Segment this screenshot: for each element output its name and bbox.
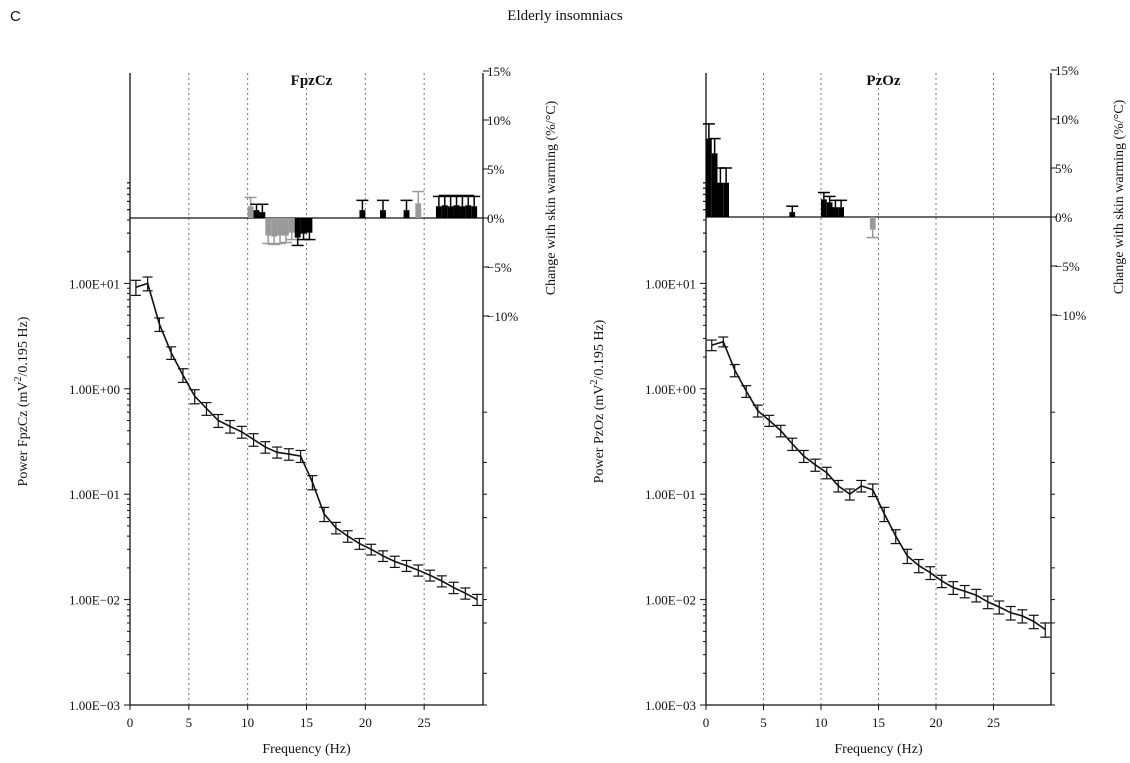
panel-title: PzOz: [866, 73, 900, 89]
change-bar: [832, 207, 839, 217]
change-bar: [259, 212, 266, 218]
x-tick-label: 20: [930, 715, 943, 730]
change-bar: [300, 218, 307, 234]
change-bar: [294, 218, 301, 238]
change-bar: [453, 205, 460, 218]
change-bar: [717, 182, 724, 217]
y-tick-label: 1.00E−01: [69, 487, 120, 502]
right-y-tick-label: 0%: [487, 211, 505, 226]
x-tick-label: 25: [987, 715, 1000, 730]
y-tick-label: 1.00E+01: [69, 276, 120, 291]
x-tick-label: 0: [127, 715, 134, 730]
change-bar: [826, 202, 833, 217]
change-bar: [789, 212, 796, 217]
x-tick-label: 10: [241, 715, 254, 730]
right-y-tick-label: 10%: [487, 113, 511, 128]
x-axis-label: Frequency (Hz): [262, 742, 351, 757]
power-spectrum-line: [711, 340, 1046, 631]
change-bar: [838, 207, 844, 217]
change-bar: [277, 218, 283, 236]
right-y-tick-label: −5%: [487, 260, 512, 275]
change-bar: [247, 206, 254, 218]
change-bar: [415, 203, 422, 218]
change-bar: [380, 210, 386, 218]
change-bar: [723, 182, 729, 217]
power-spectrum-line: [135, 282, 478, 601]
panel-letter: C: [10, 8, 21, 25]
figure-title: Elderly insomniacs: [507, 8, 623, 24]
y-tick-label: 1.00E+00: [645, 382, 696, 397]
right-y-tick-label: 5%: [487, 162, 505, 177]
x-axis-label: Frequency (Hz): [834, 742, 923, 757]
change-bar: [471, 206, 478, 218]
y-tick-label: 1.00E+01: [645, 276, 696, 291]
y-tick-label: 1.00E−03: [69, 698, 120, 713]
chart-pzoz: 1.00E+01 1.00E+00 1.00E−01 1.00E−02 1.00E−03…: [589, 63, 1127, 757]
change-bar: [711, 153, 718, 217]
change-bar: [459, 206, 466, 218]
change-bar: [253, 210, 260, 218]
right-y-tick-label: −5%: [1055, 259, 1080, 274]
x-tick-label: 20: [359, 715, 372, 730]
y-tick-label: 1.00E−03: [645, 698, 696, 713]
chart-fpzcz: 1.00E+01 1.00E+00 1.00E−01 1.00E−02 1.00E−03…: [13, 64, 559, 757]
change-bar: [706, 138, 712, 217]
y-axis-label: Power PzOz (mV2/0.195 Hz): [589, 319, 607, 483]
x-tick-label: 0: [703, 715, 710, 730]
change-bar: [359, 210, 366, 218]
y-tick-label: 1.00E−02: [69, 593, 120, 608]
y-axis-label: Power FpzCz (mV2/0.195 Hz): [13, 316, 31, 486]
change-bar: [265, 218, 272, 236]
x-tick-label: 10: [815, 715, 828, 730]
y-tick-label: 1.00E+00: [69, 382, 120, 397]
right-y-axis-label: Change with skin warming (%/°C): [1112, 99, 1127, 294]
right-y-tick-label: −10%: [1055, 308, 1086, 323]
change-bar: [441, 205, 448, 218]
right-y-tick-label: −10%: [487, 309, 518, 324]
x-tick-label: 5: [760, 715, 767, 730]
right-y-tick-label: 0%: [1055, 210, 1073, 225]
right-y-axis-label: Change with skin warming (%/°C): [544, 100, 559, 295]
x-tick-label: 15: [300, 715, 313, 730]
change-bar: [403, 210, 410, 218]
change-bar: [465, 205, 472, 218]
change-bar: [821, 199, 827, 217]
right-y-tick-label: 15%: [1055, 63, 1079, 78]
change-bar: [447, 206, 454, 218]
change-bar: [288, 218, 295, 233]
change-bar: [282, 218, 289, 236]
panel-title: FpzCz: [291, 73, 333, 89]
x-tick-label: 25: [418, 715, 431, 730]
x-tick-label: 15: [872, 715, 885, 730]
change-bar: [271, 218, 278, 237]
right-y-tick-label: 5%: [1055, 161, 1073, 176]
right-y-tick-label: 10%: [1055, 112, 1079, 127]
y-tick-label: 1.00E−01: [645, 487, 696, 502]
change-bar: [435, 206, 442, 218]
right-y-tick-label: 15%: [487, 64, 511, 79]
change-bar: [869, 217, 876, 230]
y-tick-label: 1.00E−02: [645, 593, 696, 608]
x-tick-label: 5: [186, 715, 193, 730]
change-bar: [306, 218, 313, 233]
